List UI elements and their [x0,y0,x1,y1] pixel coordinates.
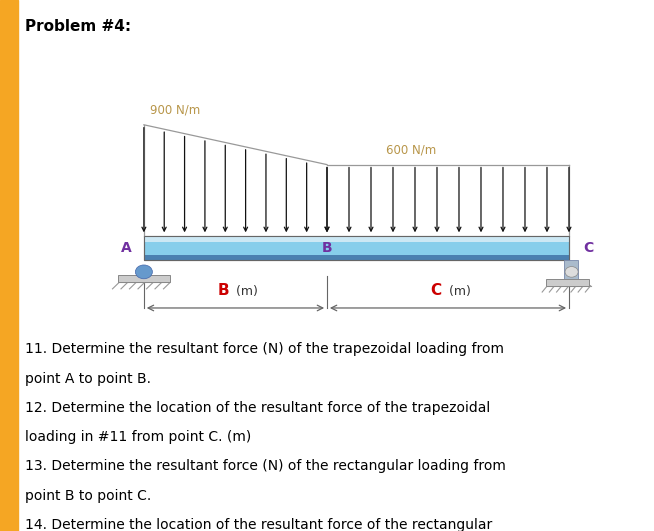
Bar [144,255,569,260]
Text: C: C [430,284,441,298]
Text: 12. Determine the location of the resultant force of the trapezoidal: 12. Determine the location of the result… [25,401,490,415]
Bar [144,236,569,260]
Text: 900 N/m: 900 N/m [150,104,201,117]
Circle shape [135,265,152,279]
Bar [0,0,18,531]
Bar [144,236,569,242]
Text: point B to point C.: point B to point C. [25,489,151,502]
Text: 11. Determine the resultant force (N) of the trapezoidal loading from: 11. Determine the resultant force (N) of… [25,342,504,356]
Text: 13. Determine the resultant force (N) of the rectangular loading from: 13. Determine the resultant force (N) of… [25,459,506,473]
Text: 600 N/m: 600 N/m [386,144,436,157]
Bar [144,236,569,260]
Text: C: C [583,241,594,255]
Bar [564,260,578,284]
Bar [546,279,589,286]
Text: point A to point B.: point A to point B. [25,372,151,386]
Circle shape [565,267,578,277]
Text: B: B [217,284,229,298]
Bar [118,275,170,282]
Text: B: B [322,241,332,255]
Text: 14. Determine the location of the resultant force of the rectangular: 14. Determine the location of the result… [25,518,492,531]
Text: Problem #4:: Problem #4: [25,19,131,33]
Text: (m): (m) [445,286,471,298]
Text: A: A [122,241,132,255]
Text: loading in #11 from point C. (m): loading in #11 from point C. (m) [25,430,251,444]
Text: (m): (m) [232,286,258,298]
